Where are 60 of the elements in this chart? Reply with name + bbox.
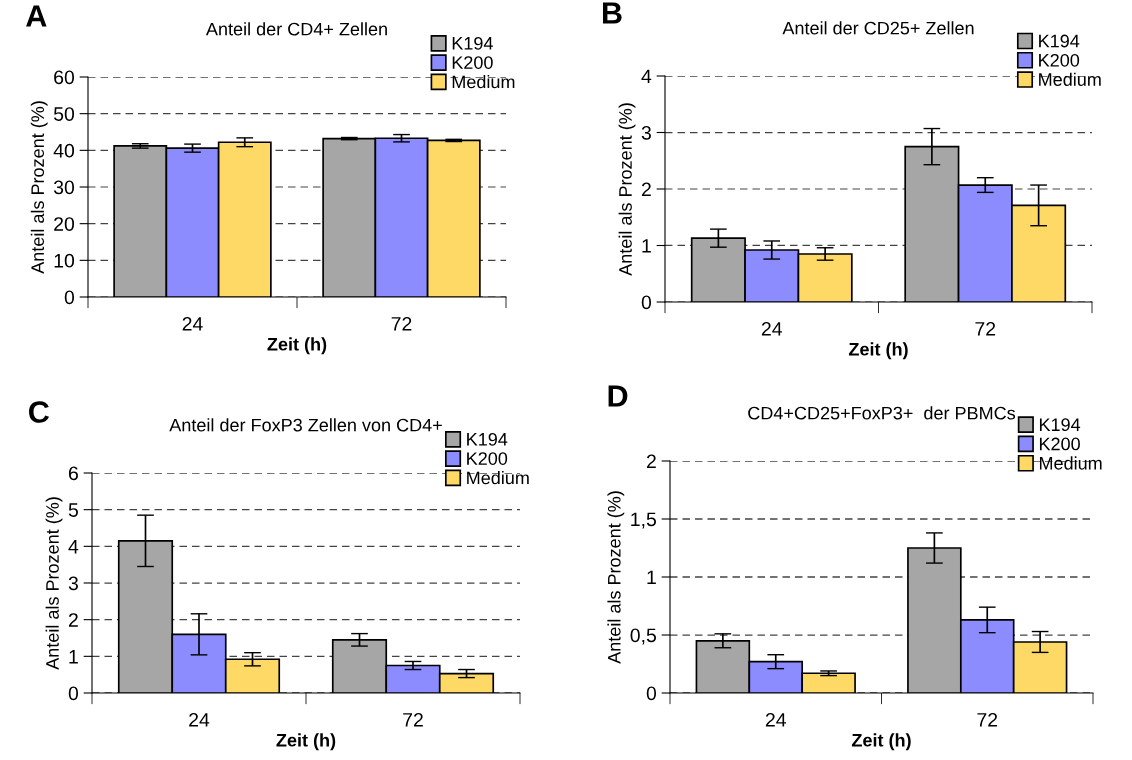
chart-title: Anteil der FoxP3 Zellen von CD4+	[169, 418, 442, 432]
y-tick-label: 1	[647, 570, 656, 585]
legend-label: K200	[467, 452, 508, 465]
y-tick-label: 0	[64, 290, 75, 305]
legend-label: K200	[1039, 437, 1080, 451]
x-axis-title: Zeit (h)	[848, 342, 908, 360]
legend-label: Medium	[467, 471, 529, 485]
y-tick-label: 2	[646, 454, 656, 469]
y-tick-label: 40	[53, 143, 75, 158]
x-tick-label: 72	[403, 712, 423, 727]
legend-label: K194	[467, 432, 508, 446]
chart-title: CD4+CD25+FoxP3+ der PBMCs	[748, 406, 1016, 420]
y-tick-label: 3	[68, 576, 78, 591]
y-axis-title: Anteil als Prozent (%)	[618, 103, 636, 276]
y-axis-title: Anteil als Prozent (%)	[45, 497, 63, 670]
x-tick-label: 72	[975, 321, 996, 336]
chart-title: Anteil der CD4+ Zellen	[205, 22, 387, 36]
x-axis-title: Zeit (h)	[851, 733, 911, 751]
x-tick-label: 72	[977, 712, 998, 727]
y-tick-label: 0	[646, 686, 657, 701]
y-tick-label: 30	[53, 180, 75, 195]
legend-label: K194	[1039, 418, 1081, 432]
y-tick-label: 2	[641, 182, 651, 197]
legend-label: K200	[452, 56, 493, 69]
y-tick-label: 0	[641, 295, 652, 310]
x-tick-label: 24	[761, 321, 782, 336]
text: B	[602, 2, 622, 24]
y-tick-label: 50	[53, 107, 75, 121]
y-tick-label: 1	[642, 239, 651, 253]
y-tick-label: 20	[54, 217, 75, 231]
x-axis-title: Zeit (h)	[276, 733, 336, 751]
legend-label: Medium	[1039, 72, 1101, 86]
legend-label: K200	[1039, 53, 1080, 67]
y-tick-label: 0,5	[630, 628, 656, 645]
x-tick-label: 24	[765, 712, 786, 727]
y-tick-label: 60	[54, 70, 75, 85]
y-tick-label: 1,5	[631, 512, 656, 529]
y-axis-title: Anteil als Prozent (%)	[607, 491, 625, 664]
x-tick-label: 24	[189, 712, 210, 727]
y-tick-label: 10	[54, 253, 75, 268]
y-tick-label: 4	[68, 540, 79, 554]
chart-title: Anteil der CD25+ Zellen	[782, 21, 974, 35]
y-tick-label: 4	[641, 69, 652, 84]
y-tick-label: 5	[68, 503, 78, 517]
legend-label: K194	[1039, 34, 1080, 48]
x-tick-label: 24	[182, 316, 203, 331]
y-tick-label: 6	[68, 466, 78, 481]
y-tick-label: 2	[68, 613, 78, 627]
y-tick-label: 3	[641, 125, 651, 140]
text: D	[608, 385, 628, 407]
x-tick-label: 72	[391, 316, 412, 331]
text: C	[29, 401, 50, 423]
y-tick-label: 0	[68, 686, 79, 701]
x-axis-title: Zeit (h)	[267, 337, 327, 355]
legend-label: Medium	[452, 75, 515, 89]
y-tick-label: 1	[69, 650, 78, 664]
legend-label: K194	[452, 36, 493, 50]
text: A	[26, 5, 47, 27]
y-axis-title: Anteil als Prozent (%)	[30, 101, 48, 274]
legend-label: Medium	[1039, 456, 1102, 470]
